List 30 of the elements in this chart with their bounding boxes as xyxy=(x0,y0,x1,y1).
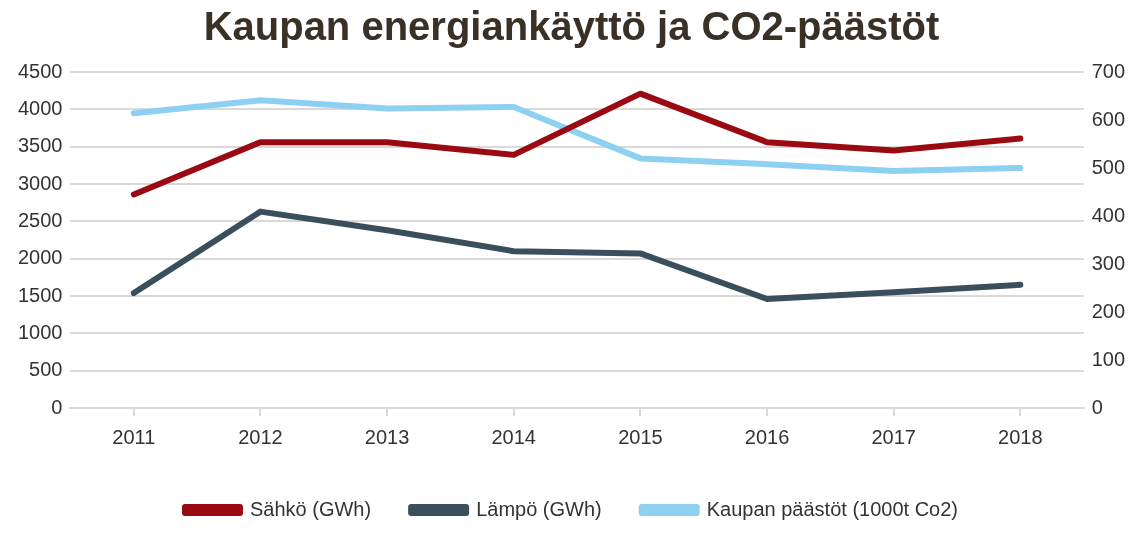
y2-tick-label: 600 xyxy=(1091,107,1126,130)
y2-tick-label: 400 xyxy=(1091,203,1126,226)
y-tick-label: 3000 xyxy=(17,171,63,194)
chart-title: Kaupan energiankäyttö ja CO2-päästöt xyxy=(202,3,941,50)
legend-label: Lämpö (GWh) xyxy=(476,497,602,520)
y2-tick-label: 0 xyxy=(1091,395,1103,418)
x-tick-label: 2017 xyxy=(871,425,916,448)
y-tick-label: 4500 xyxy=(17,59,63,82)
legend-label: Sähkö (GWh) xyxy=(249,497,372,520)
x-tick-label: 2012 xyxy=(238,425,283,448)
y-tick-label: 0 xyxy=(51,395,63,418)
y-tick-label: 1000 xyxy=(17,320,63,343)
legend-label: Kaupan päästöt (1000t Co2) xyxy=(706,497,959,520)
y-tick-label: 4000 xyxy=(17,96,63,119)
y2-tick-label: 500 xyxy=(1091,155,1126,178)
y2-tick-label: 200 xyxy=(1091,299,1126,322)
x-tick-label: 2011 xyxy=(112,425,156,448)
x-tick-label: 2013 xyxy=(364,425,410,448)
y2-tick-label: 700 xyxy=(1091,59,1126,82)
y-tick-label: 1500 xyxy=(17,283,63,306)
x-tick-label: 2015 xyxy=(618,425,663,448)
y2-tick-label: 100 xyxy=(1091,347,1126,370)
x-tick-label: 2018 xyxy=(998,425,1043,448)
y-tick-label: 2000 xyxy=(17,246,63,269)
x-tick-label: 2014 xyxy=(491,425,536,448)
y2-tick-label: 300 xyxy=(1091,251,1126,274)
y-tick-label: 3500 xyxy=(17,134,63,157)
y-tick-label: 500 xyxy=(29,358,63,381)
y-tick-label: 2500 xyxy=(17,208,63,231)
x-tick-label: 2016 xyxy=(744,425,790,448)
